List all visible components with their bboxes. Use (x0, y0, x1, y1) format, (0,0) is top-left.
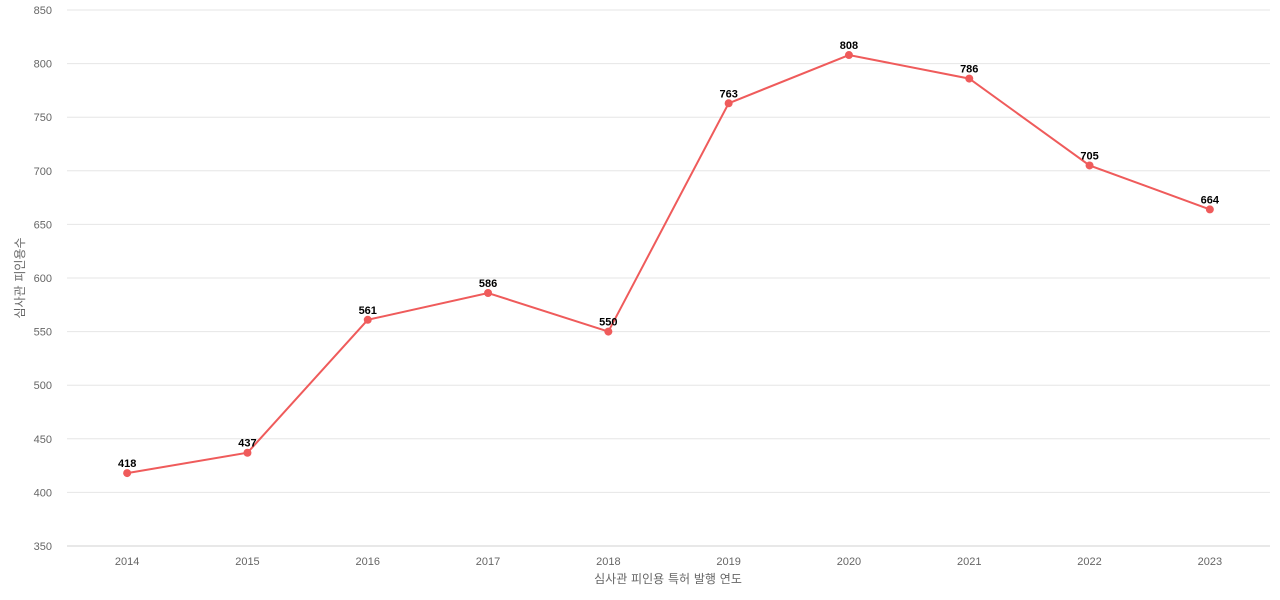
y-tick-label: 800 (34, 59, 52, 71)
data-point[interactable] (1205, 205, 1214, 214)
x-tick-label: 2021 (957, 556, 981, 568)
y-tick-label: 700 (34, 166, 52, 178)
x-tick-label: 2017 (476, 556, 500, 568)
y-tick-label: 350 (34, 541, 52, 553)
x-axis-title: 심사관 피인용 특허 발행 연도 (594, 571, 742, 586)
data-label: 418 (118, 458, 136, 470)
data-label: 437 (238, 438, 256, 450)
data-labels: 418 437 561 586 550 763 808 786 705 664 (118, 40, 1220, 470)
x-tick-label: 2018 (596, 556, 620, 568)
data-point[interactable] (363, 315, 372, 324)
data-point[interactable] (123, 469, 132, 478)
data-label: 586 (479, 278, 497, 290)
x-tick-label: 2015 (235, 556, 259, 568)
data-point[interactable] (484, 289, 493, 298)
x-tick-label: 2016 (356, 556, 380, 568)
x-tick-label: 2014 (115, 556, 139, 568)
y-tick-label: 850 (34, 5, 52, 17)
data-label: 664 (1201, 194, 1220, 206)
series-layer (123, 51, 1214, 478)
gridlines (67, 9, 1270, 547)
y-tick-label: 450 (34, 434, 52, 446)
x-tick-label: 2020 (837, 556, 861, 568)
data-label: 808 (840, 40, 858, 52)
x-tick-label: 2022 (1077, 556, 1101, 568)
x-tick-label: 2023 (1198, 556, 1222, 568)
data-label: 786 (960, 64, 978, 76)
data-point[interactable] (604, 327, 613, 336)
x-tick-label: 2019 (716, 556, 740, 568)
y-tick-label: 750 (34, 112, 52, 124)
data-label: 763 (719, 88, 737, 100)
data-point[interactable] (724, 99, 733, 108)
y-axis-title: 심사관 피인용수 (13, 237, 27, 318)
y-tick-label: 400 (34, 487, 52, 499)
x-axis-ticks: 2014 2015 2016 2017 2018 2019 2020 2021 2022 2023 (115, 556, 1222, 568)
data-label: 550 (599, 317, 617, 329)
y-tick-label: 500 (34, 380, 52, 392)
y-tick-label: 550 (34, 327, 52, 339)
data-label: 705 (1080, 150, 1098, 162)
data-point[interactable] (1085, 161, 1094, 170)
data-point[interactable] (243, 448, 252, 457)
y-tick-label: 650 (34, 219, 52, 231)
data-point[interactable] (965, 74, 974, 83)
y-tick-label: 600 (34, 273, 52, 285)
data-point[interactable] (844, 51, 853, 60)
y-axis-ticks: 350 400 450 500 550 600 650 700 750 800 850 (34, 5, 52, 553)
data-label: 561 (359, 305, 377, 317)
series-line (126, 53, 1211, 475)
